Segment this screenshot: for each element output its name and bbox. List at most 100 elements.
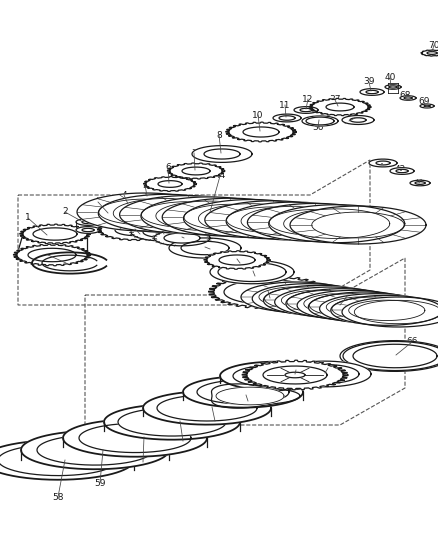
- Polygon shape: [76, 219, 100, 225]
- Text: 2: 2: [62, 207, 67, 216]
- Polygon shape: [290, 206, 425, 244]
- Polygon shape: [307, 292, 419, 322]
- Polygon shape: [120, 203, 140, 209]
- Polygon shape: [167, 163, 224, 179]
- Polygon shape: [158, 181, 182, 188]
- Text: 44: 44: [214, 172, 225, 181]
- Text: 52: 52: [204, 245, 215, 254]
- Polygon shape: [143, 227, 183, 238]
- Text: 68: 68: [398, 91, 410, 100]
- Polygon shape: [162, 198, 297, 236]
- Polygon shape: [21, 431, 169, 469]
- Polygon shape: [308, 99, 370, 116]
- Text: 37: 37: [328, 95, 340, 104]
- Polygon shape: [388, 86, 396, 88]
- Polygon shape: [395, 169, 407, 173]
- Text: 43: 43: [374, 158, 386, 167]
- Text: 10: 10: [252, 110, 263, 119]
- Polygon shape: [208, 276, 327, 309]
- Polygon shape: [359, 88, 383, 95]
- Polygon shape: [262, 366, 326, 384]
- Polygon shape: [63, 419, 207, 457]
- Text: 3: 3: [95, 198, 101, 206]
- Polygon shape: [285, 289, 397, 319]
- Polygon shape: [180, 241, 229, 255]
- Polygon shape: [352, 344, 436, 368]
- Text: 11: 11: [279, 101, 290, 109]
- Polygon shape: [82, 228, 94, 232]
- Polygon shape: [197, 380, 288, 404]
- Polygon shape: [368, 159, 396, 167]
- Polygon shape: [154, 230, 209, 246]
- Text: 41: 41: [412, 179, 424, 188]
- Polygon shape: [272, 114, 300, 122]
- Polygon shape: [205, 201, 340, 239]
- Polygon shape: [33, 228, 77, 240]
- Polygon shape: [319, 294, 431, 324]
- Polygon shape: [183, 376, 302, 408]
- Polygon shape: [219, 362, 329, 390]
- Text: 12: 12: [302, 94, 313, 103]
- Text: 67: 67: [342, 290, 353, 300]
- Polygon shape: [204, 149, 240, 159]
- Text: 36: 36: [311, 123, 323, 132]
- Text: 61: 61: [177, 437, 188, 446]
- Text: 70: 70: [427, 41, 438, 50]
- Polygon shape: [20, 224, 90, 244]
- Polygon shape: [330, 295, 438, 325]
- Polygon shape: [77, 193, 212, 231]
- Polygon shape: [426, 52, 436, 54]
- Polygon shape: [284, 372, 304, 378]
- Text: 7: 7: [191, 149, 196, 157]
- Polygon shape: [82, 220, 94, 224]
- Text: 53: 53: [178, 233, 189, 243]
- Text: 57: 57: [42, 251, 53, 260]
- Text: 1: 1: [25, 214, 31, 222]
- Polygon shape: [419, 104, 433, 108]
- Polygon shape: [252, 284, 364, 313]
- Polygon shape: [409, 180, 429, 186]
- Polygon shape: [37, 435, 153, 465]
- Polygon shape: [164, 233, 200, 243]
- Polygon shape: [293, 107, 317, 114]
- Text: 45: 45: [264, 294, 275, 303]
- Text: 4: 4: [121, 190, 127, 199]
- Polygon shape: [98, 195, 234, 232]
- Text: 46: 46: [249, 271, 260, 280]
- Text: 63: 63: [242, 397, 253, 406]
- Polygon shape: [263, 285, 374, 316]
- Polygon shape: [299, 108, 311, 112]
- Polygon shape: [218, 262, 285, 281]
- Text: 55: 55: [134, 230, 145, 238]
- Text: 40: 40: [383, 74, 395, 83]
- Text: 65: 65: [321, 364, 333, 373]
- Polygon shape: [141, 197, 276, 235]
- Polygon shape: [118, 408, 226, 436]
- Polygon shape: [375, 161, 389, 165]
- Polygon shape: [182, 167, 209, 175]
- Polygon shape: [384, 85, 400, 89]
- Text: 60: 60: [137, 457, 148, 466]
- Polygon shape: [342, 342, 438, 370]
- Polygon shape: [115, 224, 155, 236]
- Text: 47: 47: [234, 259, 245, 268]
- Polygon shape: [240, 282, 352, 312]
- Text: 59: 59: [94, 479, 106, 488]
- Polygon shape: [143, 176, 196, 191]
- Polygon shape: [339, 341, 438, 372]
- Polygon shape: [136, 193, 159, 200]
- Polygon shape: [209, 260, 293, 284]
- Text: 42: 42: [393, 166, 405, 174]
- Polygon shape: [341, 297, 438, 327]
- Polygon shape: [233, 365, 316, 387]
- Polygon shape: [0, 445, 118, 475]
- Polygon shape: [104, 405, 240, 440]
- Text: 39: 39: [362, 77, 374, 86]
- Polygon shape: [96, 211, 124, 219]
- Text: 69: 69: [417, 98, 429, 107]
- Polygon shape: [341, 116, 373, 125]
- Polygon shape: [399, 96, 415, 100]
- Text: 64: 64: [290, 366, 301, 375]
- Polygon shape: [143, 391, 270, 425]
- Polygon shape: [305, 117, 333, 125]
